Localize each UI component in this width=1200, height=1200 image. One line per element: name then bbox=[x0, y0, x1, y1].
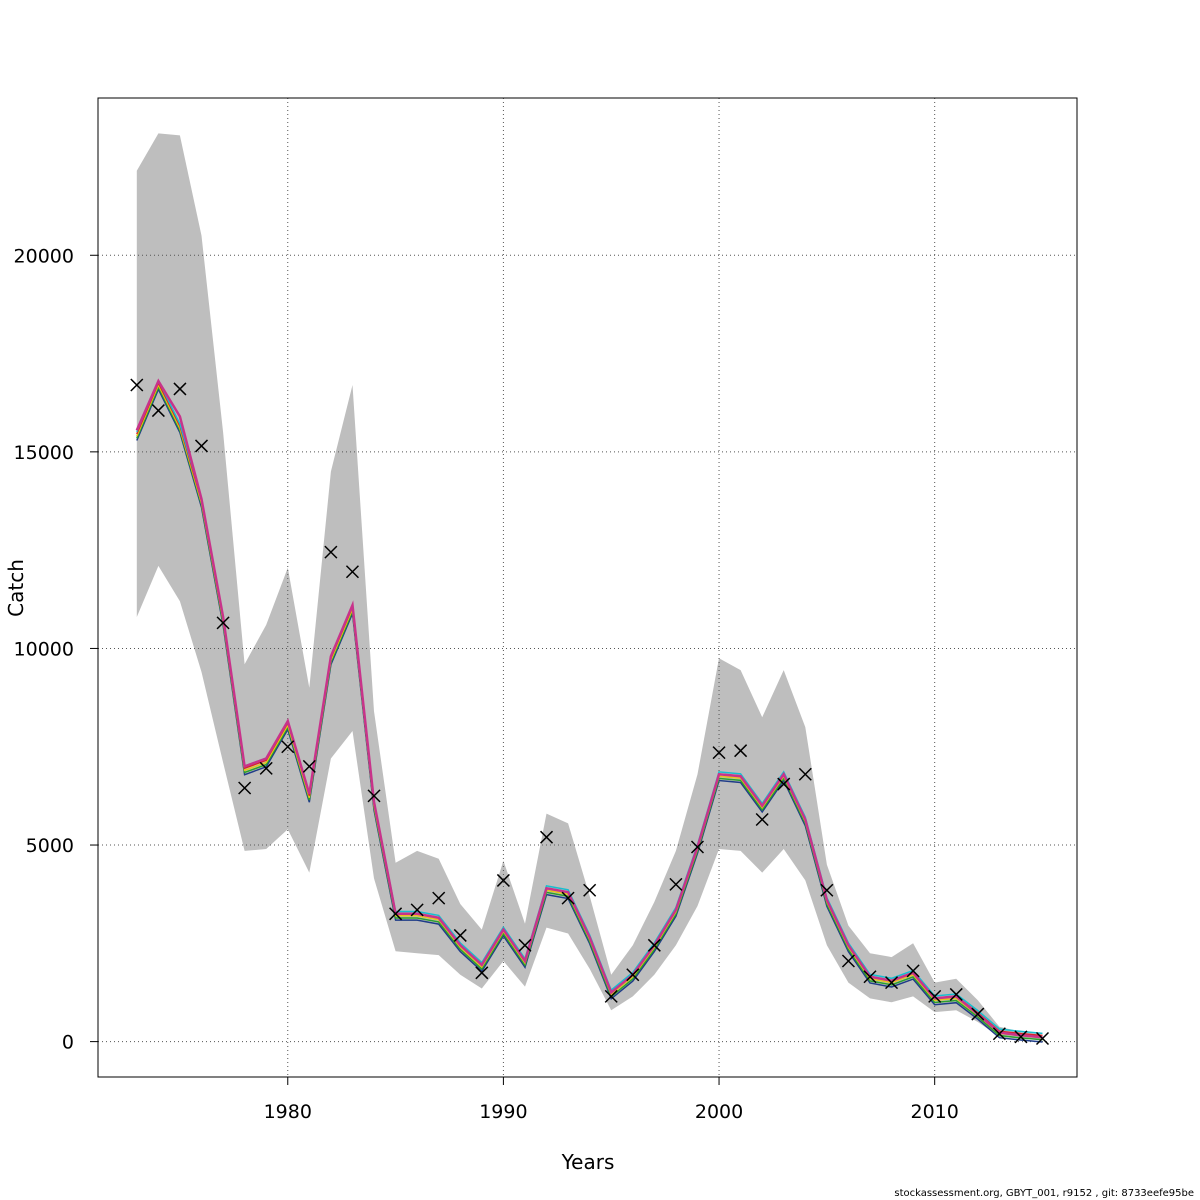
observed-point-2003 bbox=[777, 777, 791, 791]
x-axis: 1980 1990 2000 2010 bbox=[264, 1077, 959, 1123]
observed-point-2012 bbox=[971, 1007, 985, 1021]
observed-point-1988 bbox=[453, 928, 467, 942]
observed-point-1979 bbox=[259, 761, 273, 775]
observed-point-1976 bbox=[194, 439, 209, 453]
x-tick-label-1980: 1980 bbox=[264, 1101, 312, 1123]
plot-frame bbox=[97, 97, 1078, 1078]
observed-point-2005 bbox=[820, 883, 834, 897]
observed-point-2007 bbox=[863, 970, 877, 984]
y-tick-label-10000: 10000 bbox=[14, 638, 74, 660]
observed-point-2010 bbox=[928, 989, 942, 1003]
y-axis: 0 5000 10000 15000 20000 bbox=[14, 245, 98, 1054]
footer-credit: stockassessment.org, GBYT_001, r9152 , g… bbox=[894, 1188, 1194, 1199]
observed-point-1997 bbox=[647, 938, 661, 952]
x-tick-label-1990: 1990 bbox=[479, 1101, 527, 1123]
observed-point-1995 bbox=[604, 989, 618, 1003]
observed-point-1991 bbox=[518, 938, 532, 952]
y-tick-label-20000: 20000 bbox=[14, 245, 74, 267]
observed-point-1994 bbox=[583, 883, 597, 897]
observed-point-1980 bbox=[281, 740, 295, 754]
observed-point-1975 bbox=[173, 382, 187, 396]
observed-point-1977 bbox=[216, 616, 230, 630]
observed-point-1982 bbox=[324, 545, 338, 559]
confidence-band bbox=[136, 133, 1043, 1040]
observed-point-2004 bbox=[798, 767, 812, 781]
observed-point-1981 bbox=[302, 759, 316, 773]
observed-point-2000 bbox=[712, 746, 726, 760]
x-axis-title: Years bbox=[561, 1150, 615, 1174]
estimate-lines-layer bbox=[135, 378, 1043, 1043]
observed-point-2014 bbox=[1014, 1030, 1028, 1044]
observed-points-layer bbox=[130, 378, 1050, 1046]
observed-point-1974 bbox=[151, 404, 165, 418]
observed-point-1987 bbox=[432, 891, 446, 905]
observed-point-2001 bbox=[734, 744, 748, 758]
observed-point-1978 bbox=[238, 781, 252, 795]
confidence-band-layer bbox=[136, 133, 1043, 1040]
observed-point-1985 bbox=[389, 907, 403, 921]
observed-point-1998 bbox=[669, 877, 683, 891]
observed-point-1993 bbox=[561, 891, 575, 905]
observed-point-1983 bbox=[345, 565, 359, 579]
observed-point-1996 bbox=[626, 968, 640, 982]
observed-point-2008 bbox=[885, 976, 899, 990]
x-tick-label-2010: 2010 bbox=[910, 1101, 958, 1123]
estimate-line-main bbox=[135, 378, 1043, 1039]
observed-point-1989 bbox=[475, 966, 489, 980]
x-tick-label-2000: 2000 bbox=[695, 1101, 743, 1123]
observed-point-2015 bbox=[1035, 1031, 1050, 1046]
y-axis-title: Catch bbox=[4, 559, 28, 617]
observed-point-2011 bbox=[949, 987, 963, 1001]
y-tick-label-0: 0 bbox=[62, 1032, 74, 1054]
observed-point-1984 bbox=[367, 789, 381, 803]
observed-point-2009 bbox=[906, 964, 920, 978]
observed-point-2002 bbox=[755, 812, 769, 827]
observed-point-2013 bbox=[992, 1027, 1006, 1041]
y-tick-label-5000: 5000 bbox=[26, 835, 74, 857]
observed-point-1990 bbox=[496, 873, 510, 887]
observed-point-1999 bbox=[690, 840, 705, 854]
y-tick-label-15000: 15000 bbox=[14, 442, 74, 464]
observed-point-1992 bbox=[539, 830, 554, 844]
observed-point-2006 bbox=[841, 954, 855, 968]
observed-point-1986 bbox=[410, 903, 424, 917]
observed-point-1973 bbox=[130, 378, 144, 392]
